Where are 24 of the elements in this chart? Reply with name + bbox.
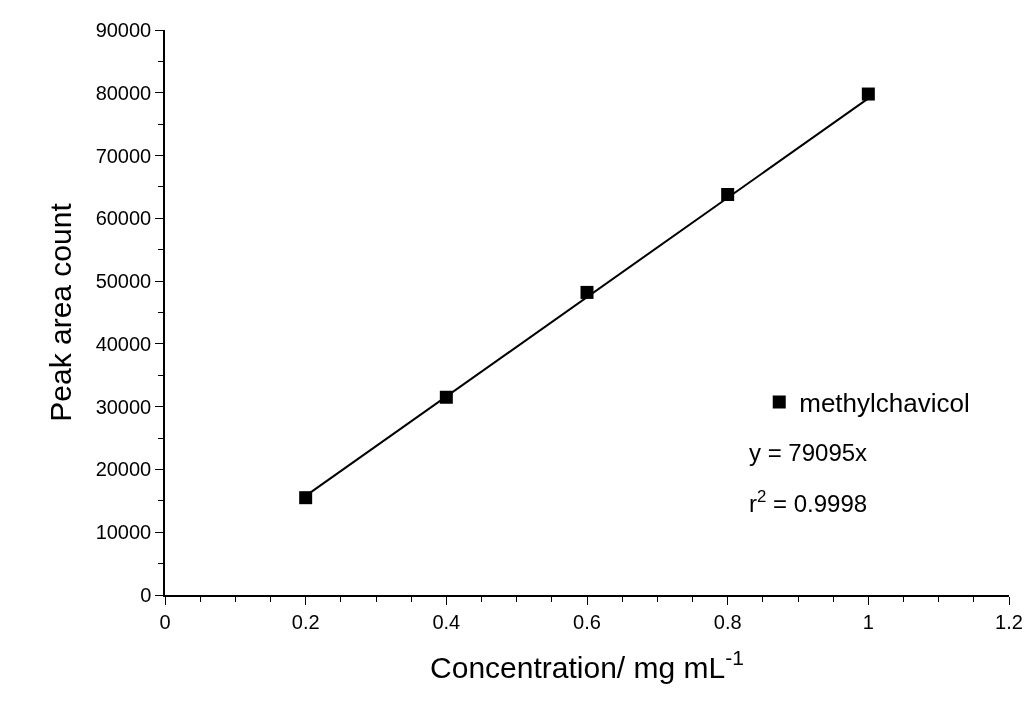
x-tick-label: 1.2: [995, 610, 1023, 633]
x-tick-label: 0.6: [573, 610, 601, 633]
x-tick-label: 1: [862, 610, 874, 633]
x-tick-label: 0.2: [291, 610, 320, 633]
x-tick-label: 0: [159, 610, 171, 633]
annotation: r$^{2}$ = 0.9998: [749, 487, 868, 518]
y-tick-label: 60000: [95, 207, 152, 230]
y-tick-label: 0: [140, 584, 152, 606]
x-axis-title: Concentration/ mg mL$^{-1}$: [430, 646, 744, 684]
y-tick-label: 10000: [95, 521, 152, 544]
y-tick-label: 20000: [95, 458, 152, 481]
y-tick-label: 50000: [95, 270, 152, 293]
point: [861, 87, 875, 101]
y-tick-label: 90000: [95, 19, 152, 41]
x-tick-label: 0.8: [713, 610, 742, 633]
y-tick-label: 80000: [95, 81, 152, 104]
point: [299, 491, 313, 505]
legend-label: methylchavicol: [799, 388, 970, 419]
annotation: y = 79095x: [749, 439, 868, 466]
y-axis-title: Peak area count: [44, 202, 78, 422]
x-tick-label: 0.4: [432, 610, 461, 633]
y-tick-label: 70000: [95, 144, 152, 167]
y-tick-label: 30000: [95, 395, 152, 418]
y-tick-label: 40000: [95, 332, 152, 355]
